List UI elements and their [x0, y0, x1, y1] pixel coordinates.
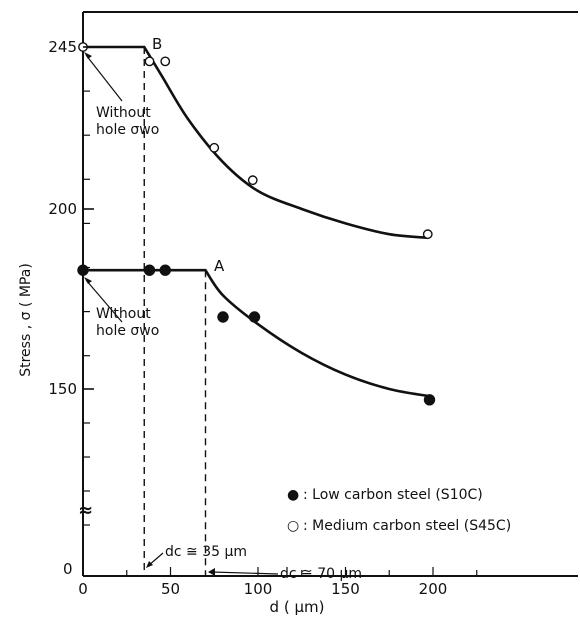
- data-point-low-carbon: [217, 311, 229, 323]
- without-hole-bottom-line2: hole σwo: [96, 323, 159, 339]
- point-b-label: B: [152, 35, 162, 53]
- dc-35-arrowhead: [146, 561, 153, 568]
- dc-70-arrow: [211, 571, 279, 575]
- data-point-low-carbon: [77, 264, 89, 276]
- y-tick-label: 245: [48, 38, 77, 56]
- data-point-low-carbon: [423, 394, 436, 406]
- y-axis-title: Stress , σ ( MPa): [18, 263, 34, 377]
- x-tick-label: 0: [78, 580, 88, 598]
- data-point-low-carbon: [159, 264, 171, 276]
- without-hole-top-line2: hole σwo: [96, 122, 159, 138]
- without-hole-top-line1: Without: [96, 105, 151, 121]
- legend: ● : Low carbon steel (S10C) ○ : Medium c…: [287, 487, 511, 534]
- without-hole-bottom-arrowhead: [84, 277, 92, 284]
- x-tick-label: 150: [331, 580, 360, 598]
- series-curves: [83, 45, 430, 398]
- legend-label-low-carbon: : Low carbon steel (S10C): [303, 487, 483, 503]
- data-point-medium-carbon: [209, 142, 220, 153]
- point-a-label: A: [214, 257, 225, 275]
- x-tick-labels: 0 50 100 150 200: [78, 580, 447, 598]
- dc-35-label: dc ≅ 35 μm: [165, 544, 247, 560]
- data-point-medium-carbon: [247, 175, 258, 186]
- series-curve-0: [83, 268, 430, 398]
- x-axis-title: d ( μm): [270, 598, 325, 616]
- axis-break-mark: ≈: [78, 500, 93, 521]
- data-point-low-carbon: [143, 264, 156, 276]
- series-curve-1: [83, 45, 428, 240]
- plot-frame: [82, 11, 578, 577]
- data-point-medium-carbon: [422, 229, 433, 240]
- critical-size-lines: [143, 47, 207, 576]
- legend-symbol-medium-carbon: ○: [287, 518, 299, 534]
- y-tick-label: 200: [48, 200, 77, 218]
- x-tick-label: 100: [244, 580, 273, 598]
- y-tick-labels: 245 200 150: [48, 38, 94, 398]
- series-points: [77, 42, 436, 406]
- data-point-medium-carbon: [144, 56, 155, 67]
- data-point-medium-carbon: [160, 56, 171, 67]
- dc-70-arrowhead: [208, 568, 215, 576]
- without-hole-bottom-arrow: [85, 279, 123, 323]
- dc-70-label: dc ≅ 70 μm: [280, 566, 362, 582]
- y-zero-label: 0: [63, 560, 73, 578]
- y-tick-label: 150: [48, 380, 77, 398]
- without-hole-top-arrow: [85, 54, 123, 102]
- without-hole-bottom-line1: Without: [96, 306, 151, 322]
- x-tick-label: 200: [419, 580, 448, 598]
- without-hole-top-arrowhead: [84, 52, 92, 59]
- x-tick-label: 50: [161, 580, 180, 598]
- data-point-low-carbon: [248, 311, 261, 323]
- legend-label-medium-carbon: : Medium carbon steel (S45C): [303, 518, 511, 534]
- legend-symbol-low-carbon: ●: [287, 487, 299, 503]
